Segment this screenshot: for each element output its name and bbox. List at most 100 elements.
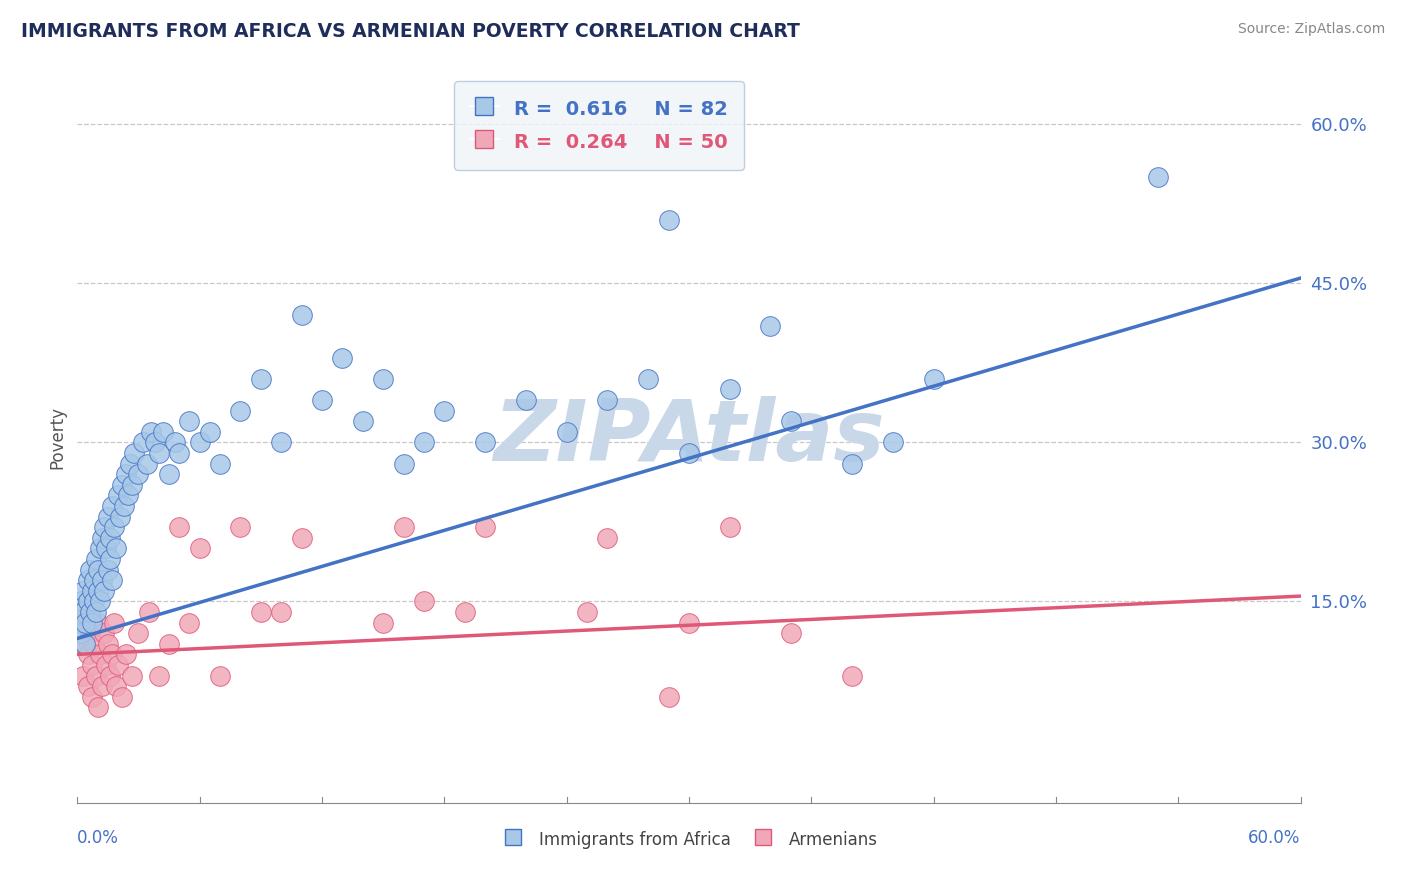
Point [108, 509, 131, 524]
Point [94, 658, 117, 673]
Point [290, 531, 312, 545]
Point [105, 679, 128, 693]
Point [179, 414, 201, 428]
Point [250, 605, 273, 619]
Point [121, 668, 143, 682]
Point [87, 583, 110, 598]
Point [84, 668, 107, 682]
Point [392, 457, 415, 471]
Point [779, 626, 801, 640]
Point [124, 446, 146, 460]
Point [76, 573, 98, 587]
Point [90, 573, 112, 587]
Point [72, 637, 94, 651]
Point [515, 392, 537, 407]
Point [107, 488, 129, 502]
Point [76, 594, 98, 608]
Point [433, 403, 456, 417]
Point [131, 435, 153, 450]
Point [84, 552, 107, 566]
Point [208, 457, 231, 471]
Point [1147, 170, 1170, 185]
Point [121, 477, 143, 491]
Point [413, 594, 436, 608]
Point [229, 403, 252, 417]
Point [169, 520, 191, 534]
Point [596, 392, 619, 407]
Point [80, 615, 103, 630]
Point [718, 383, 741, 397]
Point [169, 446, 191, 460]
Point [596, 531, 619, 545]
Point [311, 392, 333, 407]
Point [84, 605, 107, 619]
Point [79, 563, 101, 577]
Point [101, 573, 124, 587]
Point [127, 626, 149, 640]
Point [718, 520, 741, 534]
Point [76, 679, 98, 693]
Point [70, 594, 93, 608]
Point [120, 457, 142, 471]
Point [101, 499, 124, 513]
Point [76, 648, 98, 662]
Point [759, 318, 782, 333]
Point [89, 648, 111, 662]
Point [135, 457, 157, 471]
Point [75, 637, 97, 651]
Point [70, 605, 93, 619]
Point [83, 637, 105, 651]
Point [290, 308, 312, 322]
Point [97, 637, 120, 651]
Point [103, 520, 125, 534]
Point [152, 425, 174, 439]
Point [658, 690, 681, 704]
Point [87, 615, 110, 630]
Point [555, 425, 578, 439]
Point [98, 668, 121, 682]
Point [413, 435, 436, 450]
Point [83, 573, 105, 587]
Point [72, 583, 94, 598]
Point [107, 658, 129, 673]
Point [117, 488, 139, 502]
Point [80, 690, 103, 704]
Point [97, 509, 120, 524]
Point [93, 583, 115, 598]
Point [474, 520, 496, 534]
Point [576, 605, 599, 619]
Point [148, 446, 170, 460]
Point [148, 668, 170, 682]
Text: IMMIGRANTS FROM AFRICA VS ARMENIAN POVERTY CORRELATION CHART: IMMIGRANTS FROM AFRICA VS ARMENIAN POVER… [21, 22, 800, 41]
Point [678, 615, 700, 630]
Point [352, 414, 374, 428]
Point [138, 605, 160, 619]
Point [80, 658, 103, 673]
Point [841, 668, 863, 682]
Point [474, 435, 496, 450]
Point [270, 435, 292, 450]
Point [115, 467, 138, 482]
Point [188, 541, 211, 556]
Point [157, 637, 180, 651]
Point [371, 615, 394, 630]
Point [105, 541, 128, 556]
Point [98, 531, 121, 545]
Point [270, 605, 292, 619]
Point [392, 520, 415, 534]
Point [72, 668, 94, 682]
Point [67, 615, 90, 630]
Point [72, 605, 94, 619]
Point [90, 531, 112, 545]
Text: 60.0%: 60.0% [1249, 830, 1301, 847]
Point [139, 425, 162, 439]
Point [103, 615, 125, 630]
Point [111, 690, 134, 704]
Point [75, 615, 97, 630]
Point [79, 626, 101, 640]
Point [98, 552, 121, 566]
Point [93, 520, 115, 534]
Point [127, 467, 149, 482]
Point [87, 563, 110, 577]
Point [112, 499, 135, 513]
